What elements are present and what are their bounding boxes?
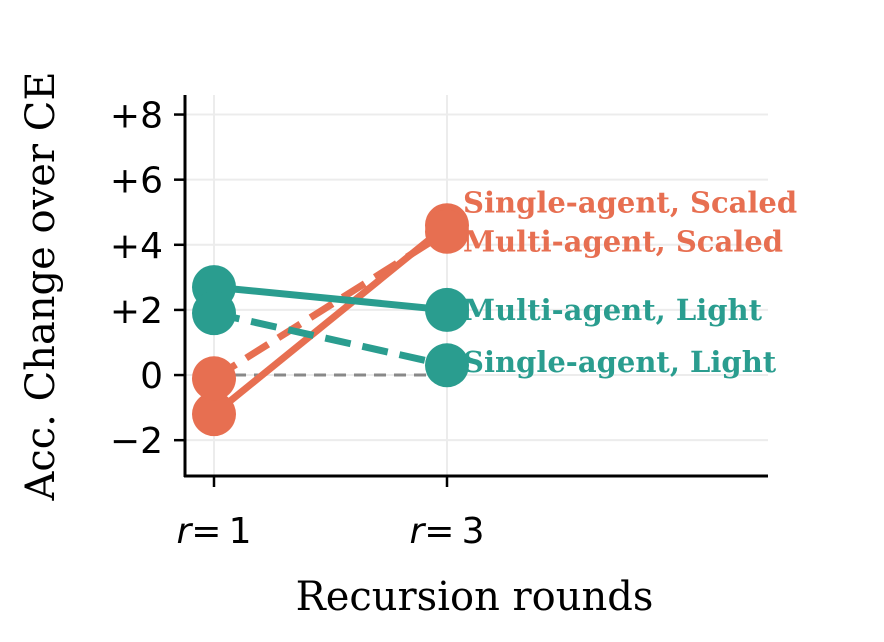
series-line xyxy=(213,283,448,314)
series-4 xyxy=(192,291,469,388)
data-point xyxy=(192,291,236,336)
y-tick-label: +4 xyxy=(110,226,163,267)
y-tick-labels: −2 0 +2 +4 +6 +8 xyxy=(110,96,163,463)
series-layer xyxy=(192,203,469,437)
series-label: Multi-agent, Scaled xyxy=(463,225,783,259)
x-tick-labels: r= 1 r= 3 xyxy=(176,511,484,552)
data-point xyxy=(425,287,469,332)
y-tick-label: −2 xyxy=(110,421,163,462)
data-point xyxy=(425,343,469,388)
x-tick-label: r= 3 xyxy=(409,511,484,552)
series-2 xyxy=(192,209,469,401)
data-point xyxy=(192,356,236,401)
axes xyxy=(174,95,768,487)
y-tick-label: 0 xyxy=(140,356,163,397)
y-tick-label: +2 xyxy=(110,291,163,332)
y-tick-label: +8 xyxy=(110,96,163,137)
series-line xyxy=(212,228,449,382)
data-point xyxy=(425,209,469,254)
series-label: Single-agent, Scaled xyxy=(463,185,797,219)
y-axis-title: Acc. Change over CE xyxy=(18,71,64,501)
series-label: Multi-agent, Light xyxy=(463,293,763,327)
data-point xyxy=(192,392,236,437)
series-line xyxy=(213,309,448,369)
series-labels: Single-agent, Scaled Multi-agent, Scaled M… xyxy=(463,185,797,379)
series-label: Single-agent, Light xyxy=(463,345,777,379)
x-tick-label: r= 1 xyxy=(176,511,251,552)
y-tick-label: +6 xyxy=(110,161,163,202)
gridlines xyxy=(185,95,768,476)
x-axis-title: Recursion rounds xyxy=(296,574,654,620)
